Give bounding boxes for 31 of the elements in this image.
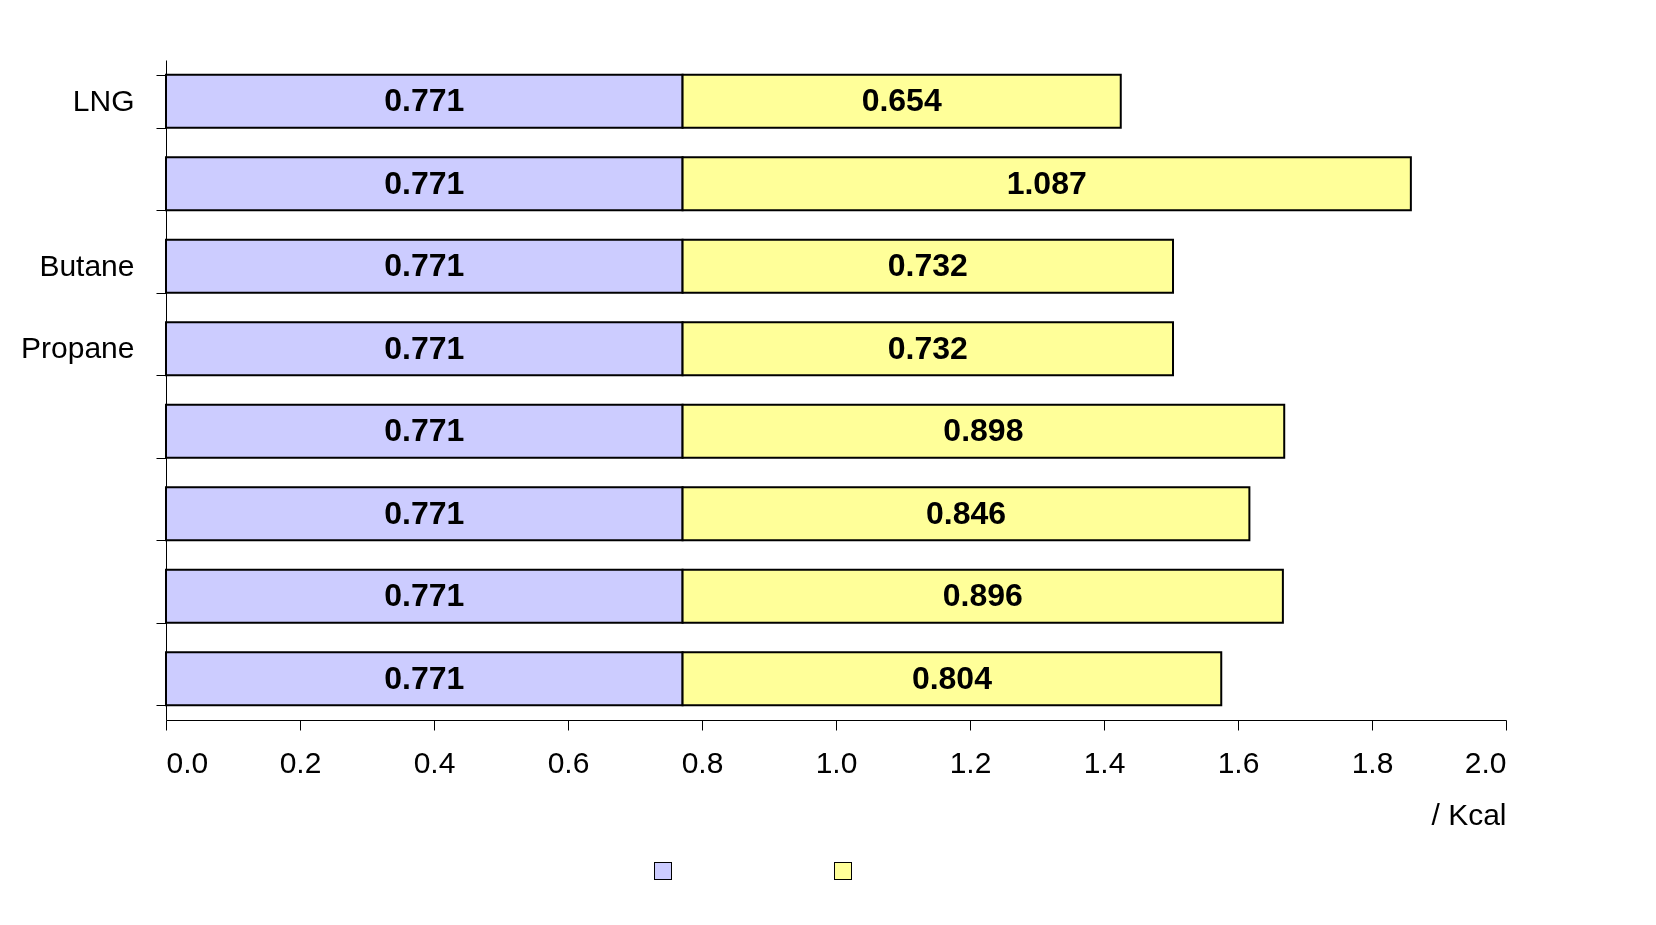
y-tick-label: Propane [21, 331, 135, 365]
data-label: 0.771 [384, 412, 465, 449]
data-label: 0.771 [384, 494, 465, 531]
data-label: 0.732 [887, 247, 968, 284]
y-tick-label: Butane [39, 248, 135, 282]
data-label: 0.771 [384, 247, 465, 284]
data-label: 0.896 [942, 577, 1023, 614]
x-tick-label: 1.6 [1217, 745, 1260, 779]
x-tick-label: 1.2 [949, 745, 992, 779]
data-label: 1.087 [1006, 164, 1087, 201]
x-tick-label: 0.8 [681, 745, 724, 779]
x-tick-label: 1.8 [1351, 745, 1394, 779]
x-tick-label: 1.0 [815, 745, 858, 779]
data-label: 0.898 [943, 412, 1024, 449]
data-label: 0.771 [384, 577, 465, 614]
x-tick-label: 0.6 [547, 745, 590, 779]
data-label: 0.804 [911, 659, 993, 696]
data-label: 0.771 [384, 164, 465, 201]
data-label: 0.771 [384, 659, 465, 696]
y-tick-label: LNG [72, 83, 135, 117]
data-label: 0.771 [384, 329, 465, 366]
x-tick-label: 0.4 [413, 745, 456, 779]
x-axis-title: / Kcal [1431, 797, 1507, 831]
data-label: 0.732 [887, 329, 968, 366]
data-label: 0.846 [925, 494, 1007, 531]
x-tick-label: 0.2 [279, 745, 322, 779]
x-tick-label: 2.0 [1464, 745, 1507, 779]
x-tick-label: 1.4 [1083, 745, 1126, 779]
data-label: 0.771 [384, 82, 465, 119]
x-tick-label: 0.0 [166, 745, 209, 779]
data-label: 0.654 [861, 82, 942, 119]
